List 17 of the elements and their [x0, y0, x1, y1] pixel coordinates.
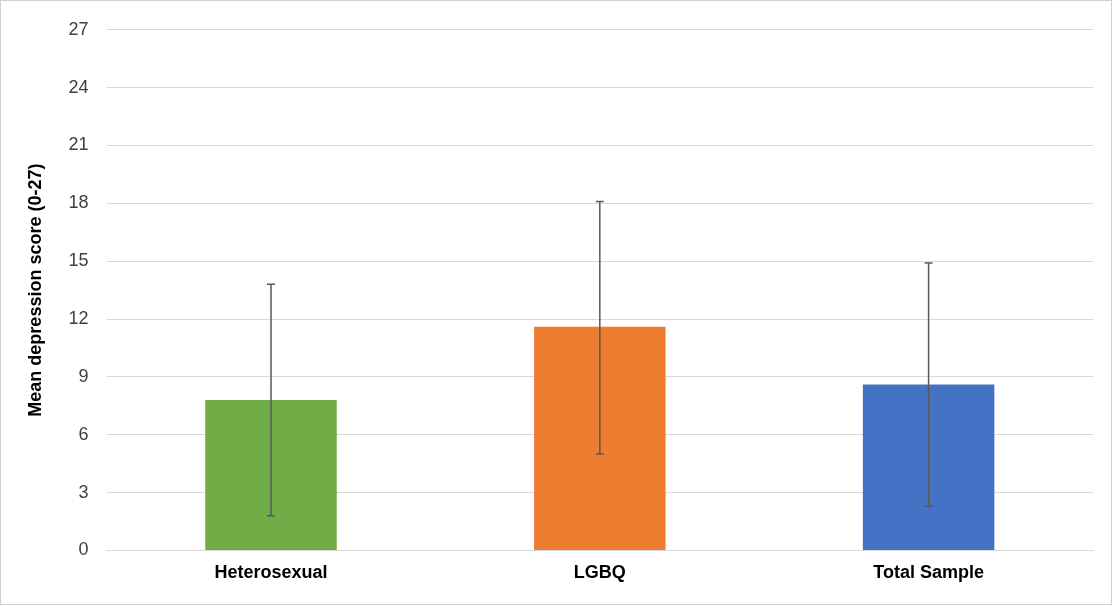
x-tick-label: Heterosexual: [214, 562, 328, 583]
y-tick-label: 6: [78, 423, 89, 444]
y-tick-label: 0: [78, 539, 89, 560]
y-tick-label: 18: [68, 192, 89, 213]
bar: [534, 326, 666, 550]
y-tick-label: 9: [78, 365, 89, 386]
bar: [205, 400, 337, 550]
x-tick-label: Total Sample: [873, 562, 984, 583]
y-tick-label: 21: [68, 134, 89, 155]
y-tick-label: 12: [68, 307, 89, 328]
y-axis-title: Mean depression score (0-27): [24, 163, 45, 417]
y-tick-label: 24: [68, 76, 89, 97]
bar: [862, 384, 995, 550]
y-tick-label: 27: [68, 18, 89, 39]
y-tick-label: 15: [68, 250, 89, 271]
y-tick-label: 3: [78, 481, 89, 502]
x-tick-label: LGBQ: [573, 562, 626, 583]
